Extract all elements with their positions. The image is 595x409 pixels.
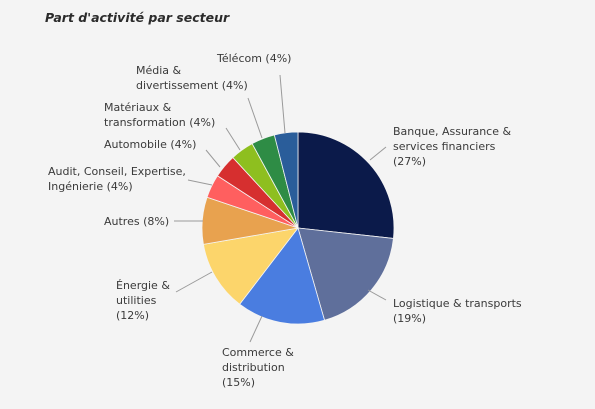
slice-label: Autres (8%) <box>104 215 169 228</box>
slice-label-line: (19%) <box>393 312 426 325</box>
slice-label-line: Autres (8%) <box>104 215 169 228</box>
pie-slice <box>297 131 395 239</box>
chart-title: Part d'activité par secteur <box>45 10 230 25</box>
slice-label: Audit, Conseil, Expertise, Ingénierie (4%… <box>48 165 186 193</box>
leader-line <box>225 127 241 151</box>
leader-line <box>175 271 213 293</box>
slice-label-line: Commerce & <box>222 346 294 359</box>
pie-slice <box>297 227 394 321</box>
slice-label: Matériaux & transformation (4%) <box>104 101 215 129</box>
slice-label-line: Automobile (4%) <box>104 138 196 151</box>
slice-label-line: Média & <box>136 64 182 77</box>
slice-label: Média & divertissement (4%) <box>136 64 248 92</box>
slice-label-line: Banque, Assurance & <box>393 125 511 138</box>
slice-label: Banque, Assurance & services financiers (2… <box>393 125 511 168</box>
slice-label: Énergie & utilities (12%) <box>116 279 170 322</box>
slice-label-line: utilities <box>116 294 157 307</box>
slice-label-line: divertissement (4%) <box>136 79 248 92</box>
slice-label-line: services financiers <box>393 140 496 153</box>
slice-label-line: Ingénierie (4%) <box>48 180 133 193</box>
slice-label-line: (27%) <box>393 155 426 168</box>
leader-line <box>249 315 263 343</box>
slice-label: Logistique & transports (19%) <box>393 297 522 325</box>
slice-label-line: Télécom (4%) <box>216 52 291 65</box>
leader-line <box>367 289 387 301</box>
slice-label-line: transformation (4%) <box>104 116 215 129</box>
slice-label-line: distribution <box>222 361 285 374</box>
pie-slice <box>202 227 299 305</box>
slice-label-line: Énergie & <box>116 279 170 292</box>
leader-line <box>279 74 286 134</box>
leader-line <box>247 97 263 139</box>
leader-line <box>369 146 387 161</box>
slice-label-line: Matériaux & <box>104 101 172 114</box>
slice-label: Automobile (4%) <box>104 138 196 151</box>
slice-label-line: Audit, Conseil, Expertise, <box>48 165 186 178</box>
pie-slice <box>239 227 326 325</box>
pie-slice <box>273 131 299 229</box>
slice-label-line: Logistique & transports <box>393 297 522 310</box>
slice-label: Commerce & distribution (15%) <box>222 346 294 389</box>
leader-line <box>205 149 221 168</box>
slice-label-line: (12%) <box>116 309 149 322</box>
slice-label-line: (15%) <box>222 376 255 389</box>
slice-label: Télécom (4%) <box>216 52 291 65</box>
leader-line <box>187 179 213 186</box>
